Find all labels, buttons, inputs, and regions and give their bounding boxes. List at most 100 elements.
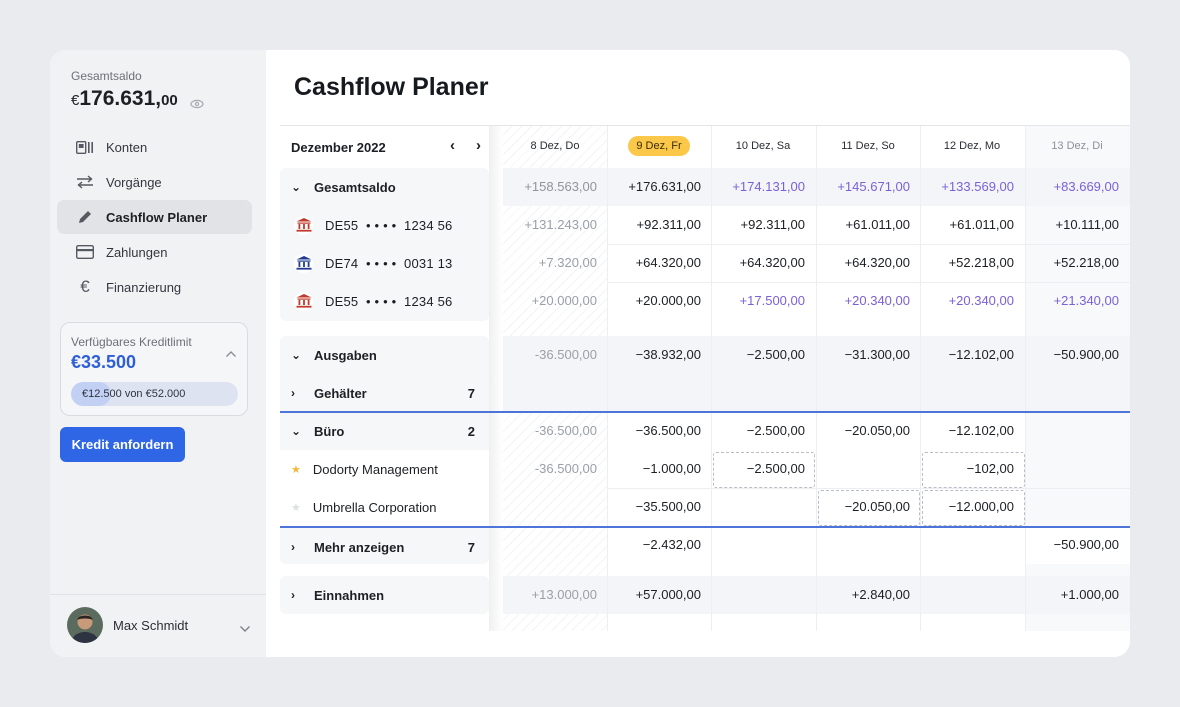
cell-einnahmen-0[interactable]: +13.000,00 bbox=[531, 587, 597, 602]
row-gesamtsaldo[interactable]: ⌄ Gesamtsaldo bbox=[280, 168, 489, 206]
cell-dodorty-3[interactable] bbox=[816, 450, 920, 488]
cell-acct3-1[interactable]: +20.000,00 bbox=[635, 293, 701, 308]
chevron-up-icon[interactable] bbox=[225, 345, 237, 363]
chevron-right-icon[interactable]: › bbox=[291, 588, 295, 602]
cell-dodorty-5[interactable] bbox=[1025, 450, 1129, 488]
cell-acct3-0[interactable]: +20.000,00 bbox=[531, 293, 597, 308]
planned-cell-outline[interactable] bbox=[818, 490, 920, 526]
cell-umbrella-2[interactable] bbox=[711, 488, 815, 526]
cell-mehr-4[interactable] bbox=[920, 526, 1024, 564]
cell-acct3-2[interactable]: +17.500,00 bbox=[739, 293, 805, 308]
row-account-3[interactable]: DE55 • • • • 1234 56 bbox=[280, 282, 489, 320]
chevron-right-icon[interactable]: › bbox=[476, 137, 481, 154]
cell-mehr-1[interactable]: −2.432,00 bbox=[642, 537, 701, 552]
cell-acct3-4[interactable]: +20.340,00 bbox=[948, 293, 1014, 308]
column-header[interactable]: 11 Dez, So bbox=[841, 140, 895, 152]
cell-einnahmen-1[interactable]: +57.000,00 bbox=[635, 587, 701, 602]
cell-mehr-2[interactable] bbox=[711, 526, 815, 564]
cell-acct2-2[interactable]: +64.320,00 bbox=[739, 255, 805, 270]
planned-cell-outline[interactable] bbox=[922, 490, 1025, 526]
cell-ausgaben-3[interactable]: −31.300,00 bbox=[844, 347, 910, 362]
cell-acct1-4[interactable]: +61.011,00 bbox=[949, 217, 1014, 232]
cell-mehr-5[interactable]: −50.900,00 bbox=[1053, 537, 1119, 552]
cell-dodorty-1[interactable]: −1.000,00 bbox=[642, 461, 701, 476]
cell-buero-3[interactable]: −20.050,00 bbox=[844, 423, 910, 438]
cell-buero-2[interactable]: −2.500,00 bbox=[746, 423, 805, 438]
cell-einnahmen-5[interactable]: +1.000,00 bbox=[1060, 587, 1119, 602]
cell-gesamtsaldo-1[interactable]: +176.631,00 bbox=[628, 179, 701, 194]
cell-mehr-0[interactable] bbox=[503, 526, 607, 564]
row-vendor-dodorty[interactable]: ★ Dodorty Management bbox=[280, 450, 489, 488]
planned-cell-outline[interactable] bbox=[713, 452, 815, 488]
cell-buero-4[interactable]: −12.102,00 bbox=[948, 423, 1014, 438]
cell-gesamtsaldo-4[interactable]: +133.569,00 bbox=[941, 179, 1014, 194]
column-header[interactable]: 13 Dez, Di bbox=[1051, 140, 1103, 152]
cell-ausgaben-5[interactable]: −50.900,00 bbox=[1053, 347, 1119, 362]
row-gehaelter[interactable]: › Gehälter 7 bbox=[280, 374, 489, 412]
cell-ausgaben-2[interactable]: −2.500,00 bbox=[746, 347, 805, 362]
eye-icon[interactable] bbox=[190, 96, 204, 114]
chevron-down-icon[interactable]: ⌄ bbox=[291, 348, 302, 362]
cell-acct1-3[interactable]: +61.011,00 bbox=[845, 217, 910, 232]
cell-dodorty-2[interactable]: −2.500,00 bbox=[746, 461, 805, 476]
row-account-1[interactable]: DE55 • • • • 1234 56 bbox=[280, 206, 489, 244]
cell-gesamtsaldo-5[interactable]: +83.669,00 bbox=[1053, 179, 1119, 194]
star-filled-icon[interactable]: ★ bbox=[291, 463, 301, 476]
chevron-down-icon[interactable] bbox=[239, 620, 251, 638]
cell-umbrella-3[interactable]: −20.050,00 bbox=[844, 499, 910, 514]
avatar[interactable] bbox=[67, 607, 103, 643]
cell-umbrella-5[interactable] bbox=[1025, 488, 1129, 526]
cell-acct3-5[interactable]: +21.340,00 bbox=[1053, 293, 1119, 308]
row-buero[interactable]: ⌄ Büro 2 bbox=[280, 412, 489, 450]
nav-finanzierung[interactable]: € Finanzierung bbox=[57, 270, 252, 304]
planned-cell-outline[interactable] bbox=[922, 452, 1025, 488]
cell-acct1-0[interactable]: +131.243,00 bbox=[524, 217, 597, 232]
cell-umbrella-1[interactable]: −35.500,00 bbox=[635, 499, 701, 514]
cell-acct2-3[interactable]: +64.320,00 bbox=[844, 255, 910, 270]
row-account-2[interactable]: DE74 • • • • 0031 13 bbox=[280, 244, 489, 282]
cell-buero-1[interactable]: −36.500,00 bbox=[635, 423, 701, 438]
column-header[interactable]: 8 Dez, Do bbox=[530, 140, 580, 152]
nav-konten[interactable]: Konten bbox=[57, 130, 252, 164]
request-credit-button[interactable]: Kredit anfordern bbox=[60, 427, 185, 462]
cell-gesamtsaldo-2[interactable]: +174.131,00 bbox=[732, 179, 805, 194]
cell-acct2-5[interactable]: +52.218,00 bbox=[1053, 255, 1119, 270]
chevron-right-icon[interactable]: › bbox=[291, 386, 295, 400]
row-einnahmen[interactable]: › Einnahmen bbox=[280, 576, 489, 614]
cell-acct1-1[interactable]: +92.311,00 bbox=[636, 217, 701, 232]
row-mehr-anzeigen[interactable]: › Mehr anzeigen 7 bbox=[280, 528, 489, 566]
nav-zahlungen[interactable]: Zahlungen bbox=[57, 235, 252, 269]
cell-acct2-0[interactable]: +7.320,00 bbox=[538, 255, 597, 270]
cell-acct2-1[interactable]: +64.320,00 bbox=[635, 255, 701, 270]
chevron-right-icon[interactable]: › bbox=[291, 540, 295, 554]
row-ausgaben[interactable]: ⌄ Ausgaben bbox=[280, 336, 489, 374]
cell-einnahmen-4[interactable] bbox=[920, 576, 1024, 614]
cell-acct1-2[interactable]: +92.311,00 bbox=[740, 217, 805, 232]
nav-cashflow-planer[interactable]: Cashflow Planer bbox=[57, 200, 252, 234]
nav-vorgaenge[interactable]: Vorgänge bbox=[57, 165, 252, 199]
cell-acct2-4[interactable]: +52.218,00 bbox=[948, 255, 1014, 270]
column-header[interactable]: 12 Dez, Mo bbox=[943, 140, 1001, 152]
cell-buero-5[interactable] bbox=[1025, 412, 1129, 450]
cell-ausgaben-4[interactable]: −12.102,00 bbox=[948, 347, 1014, 362]
cell-ausgaben-0[interactable]: -36.500,00 bbox=[534, 347, 597, 362]
chevron-down-icon[interactable]: ⌄ bbox=[291, 180, 302, 194]
row-vendor-umbrella[interactable]: ★ Umbrella Corporation bbox=[280, 488, 489, 526]
cell-umbrella-0[interactable] bbox=[503, 488, 607, 526]
cell-dodorty-0[interactable]: -36.500,00 bbox=[534, 461, 597, 476]
column-header[interactable]: 10 Dez, Sa bbox=[735, 140, 791, 152]
cell-acct1-5[interactable]: +10.111,00 bbox=[1055, 217, 1120, 232]
star-empty-icon[interactable]: ★ bbox=[291, 501, 301, 514]
chevron-down-icon[interactable]: ⌄ bbox=[291, 424, 302, 438]
column-header-today[interactable]: 9 Dez, Fr bbox=[607, 136, 711, 156]
cell-buero-0[interactable]: -36.500,00 bbox=[534, 423, 597, 438]
cell-gesamtsaldo-0[interactable]: +158.563,00 bbox=[524, 179, 597, 194]
cell-einnahmen-2[interactable] bbox=[711, 576, 815, 614]
chevron-left-icon[interactable]: ‹ bbox=[450, 137, 455, 154]
cell-gesamtsaldo-3[interactable]: +145.671,00 bbox=[837, 179, 910, 194]
cell-umbrella-4[interactable]: −12.000,00 bbox=[948, 499, 1014, 514]
cell-ausgaben-1[interactable]: −38.932,00 bbox=[635, 347, 701, 362]
cell-mehr-3[interactable] bbox=[816, 526, 920, 564]
cell-acct3-3[interactable]: +20.340,00 bbox=[844, 293, 910, 308]
cell-dodorty-4[interactable]: −102,00 bbox=[966, 461, 1014, 476]
